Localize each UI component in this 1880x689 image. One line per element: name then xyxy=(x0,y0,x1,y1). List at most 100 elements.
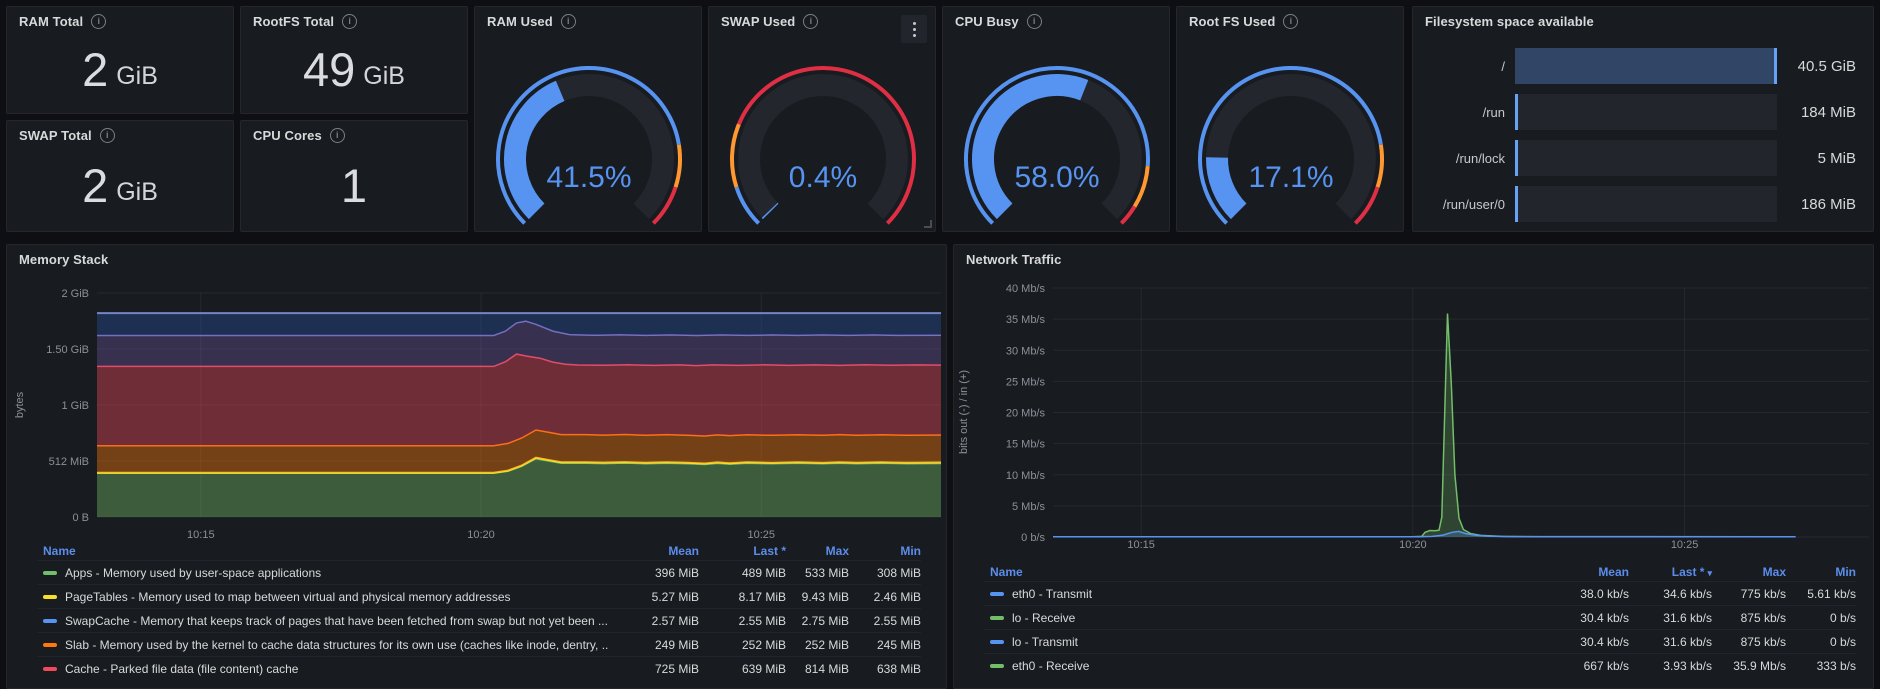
area-series-purple xyxy=(97,321,941,367)
panel-resize-handle[interactable] xyxy=(924,220,932,228)
legend-series-swatch[interactable] xyxy=(990,591,1004,596)
legend-series-name[interactable]: eth0 - Transmit xyxy=(984,587,1539,601)
network-traffic-chart[interactable]: 0 b/s 5 Mb/s 10 Mb/s 15 Mb/s 20 Mb/s 25 Mb/s 3… xyxy=(954,245,1875,560)
legend-row[interactable]: lo - Receive 30.4 kb/s 31.6 kb/s 875 kb/s 0 … xyxy=(984,605,1856,629)
legend-series-name[interactable]: lo - Transmit xyxy=(984,635,1539,649)
legend-col-header[interactable]: Mean xyxy=(1598,564,1629,579)
info-icon[interactable]: i xyxy=(1283,13,1299,29)
legend-row[interactable]: Slab - Memory used by the kernel to cach… xyxy=(37,632,921,656)
x-axis-tick: 10:15 xyxy=(187,529,215,541)
gauge-value: 17.1% xyxy=(1248,161,1333,194)
panel-title[interactable]: Network Traffic xyxy=(966,251,1062,267)
fs-row-label: /run xyxy=(1482,104,1505,120)
memory-stack-chart[interactable]: 0 B 512 MiB 1 GiB 1.50 GiB 2 GiB 10:15 10:20 10… xyxy=(7,245,948,545)
y-axis-label: bytes xyxy=(14,391,26,418)
y-axis-tick: 10 Mb/s xyxy=(1006,470,1046,482)
legend-row[interactable]: eth0 - Receive 667 kb/s 3.93 kb/s 35.9 Mb/s… xyxy=(984,653,1856,677)
legend-header: Name Mean Last * ▾ Max Min xyxy=(984,562,1856,581)
legend-col-header[interactable]: Last * ▾ xyxy=(1671,564,1712,579)
panel-title[interactable]: Root FS Used xyxy=(1189,13,1276,29)
legend-series-swatch[interactable] xyxy=(43,642,57,647)
panel-title[interactable]: RAM Used xyxy=(487,13,553,29)
panel-memory-stack: Memory Stack 0 B 512 MiB 1 GiB 1.50 GiB 2 Gi… xyxy=(6,244,947,689)
info-icon[interactable]: i xyxy=(91,13,107,29)
info-icon[interactable]: i xyxy=(560,13,576,29)
x-axis-tick: 10:20 xyxy=(467,529,495,541)
legend-col-header[interactable]: Mean xyxy=(668,543,699,558)
legend-value: 814 MiB xyxy=(804,661,849,676)
line-eth0 - Transmit xyxy=(1053,530,1796,538)
y-axis-tick: 1 GiB xyxy=(61,400,89,412)
legend-row[interactable]: Apps - Memory used by user-space applica… xyxy=(37,560,921,584)
panel-title[interactable]: SWAP Total xyxy=(19,127,92,143)
panel-title[interactable]: CPU Cores xyxy=(253,127,322,143)
fs-bar-track xyxy=(1515,140,1777,176)
legend-series-swatch[interactable] xyxy=(43,666,57,671)
legend-value: 396 MiB xyxy=(654,565,699,580)
legend-value: 667 kb/s xyxy=(1583,658,1629,673)
info-icon[interactable]: i xyxy=(99,127,115,143)
panel-title[interactable]: Memory Stack xyxy=(19,251,109,267)
legend-series-swatch[interactable] xyxy=(990,663,1004,668)
y-axis-tick: 20 Mb/s xyxy=(1006,408,1046,420)
area-series-navy xyxy=(97,313,941,336)
legend-row[interactable]: eth0 - Transmit 38.0 kb/s 34.6 kb/s 775 kb/… xyxy=(984,581,1856,605)
panel-title[interactable]: RAM Total xyxy=(19,13,84,29)
legend-series-swatch[interactable] xyxy=(43,594,57,599)
legend-series-name[interactable]: PageTables - Memory used to map between … xyxy=(37,590,609,604)
legend-col-header[interactable]: Min xyxy=(1835,564,1856,579)
legend-row[interactable]: Cache - Parked file data (file content) … xyxy=(37,656,921,680)
stat-number: 2 xyxy=(82,158,109,212)
legend-series-name[interactable]: Slab - Memory used by the kernel to cach… xyxy=(37,638,609,652)
gauge-svg: 58.0% xyxy=(964,66,1150,225)
info-icon[interactable]: i xyxy=(1026,13,1042,29)
legend-value: 31.6 kb/s xyxy=(1663,634,1712,649)
y-axis-tick: 0 B xyxy=(72,512,89,524)
legend-series-name[interactable]: lo - Receive xyxy=(984,611,1539,625)
info-icon[interactable]: i xyxy=(342,13,358,29)
legend-series-name[interactable]: SwapCache - Memory that keeps track of p… xyxy=(37,614,609,628)
legend-series-name[interactable]: Apps - Memory used by user-space applica… xyxy=(37,566,609,580)
legend-row[interactable]: PageTables - Memory used to map between … xyxy=(37,584,921,608)
legend-value: 5.61 kb/s xyxy=(1807,586,1856,601)
legend-series-swatch[interactable] xyxy=(990,639,1004,644)
legend-row[interactable]: SwapCache - Memory that keeps track of p… xyxy=(37,608,921,632)
area-Apps xyxy=(97,458,941,517)
panel-rootfs-total: RootFS Total i 49 GiB xyxy=(240,6,468,114)
fs-row-value: 40.5 GiB xyxy=(1797,57,1856,75)
fs-row-value: 184 MiB xyxy=(1800,103,1856,121)
legend-col-header[interactable]: Last * xyxy=(753,543,786,558)
panel-title[interactable]: CPU Busy xyxy=(955,13,1019,29)
legend-col-header[interactable]: Max xyxy=(1762,564,1786,579)
legend-header: Name Mean Last * Max Min xyxy=(37,541,921,560)
panel-title[interactable]: Filesystem space available xyxy=(1425,13,1594,29)
legend-series-name[interactable]: Cache - Parked file data (file content) … xyxy=(37,662,609,676)
legend-col-header-name[interactable]: Name xyxy=(990,564,1023,579)
fs-bar-track xyxy=(1515,186,1777,222)
panel-title[interactable]: RootFS Total xyxy=(253,13,335,29)
panel-title[interactable]: SWAP Used xyxy=(721,13,796,29)
panel-menu-kebab-icon[interactable] xyxy=(901,15,927,43)
gauge-svg: 41.5% xyxy=(496,66,683,225)
info-icon[interactable]: i xyxy=(329,127,345,143)
gauge-rootfs-used: 17.1% xyxy=(1177,33,1405,238)
legend-col-header[interactable]: Min xyxy=(900,543,921,558)
legend-col-header[interactable]: Max xyxy=(825,543,849,558)
legend-series-swatch[interactable] xyxy=(43,618,57,623)
legend-col-header-name[interactable]: Name xyxy=(43,543,76,558)
legend-value: 2.75 MiB xyxy=(801,613,849,628)
panel-header: Filesystem space available xyxy=(1413,7,1873,35)
legend-value: 30.4 kb/s xyxy=(1580,610,1629,625)
gauge-svg: 0.4% xyxy=(730,66,916,225)
legend-value: 252 MiB xyxy=(741,637,786,652)
fs-bar-fill xyxy=(1515,48,1777,84)
legend-series-name[interactable]: eth0 - Receive xyxy=(984,659,1539,673)
legend-value: 639 MiB xyxy=(741,661,786,676)
legend-row[interactable]: lo - Transmit 30.4 kb/s 31.6 kb/s 875 kb/s 0… xyxy=(984,629,1856,653)
legend-series-swatch[interactable] xyxy=(990,615,1004,620)
legend-series-swatch[interactable] xyxy=(43,570,57,575)
gauge-cpu-busy: 58.0% xyxy=(943,33,1171,238)
panel-rootfs-used: Root FS Used i 17.1% xyxy=(1176,6,1404,232)
info-icon[interactable]: i xyxy=(803,13,819,29)
stat-unit: GiB xyxy=(116,177,158,206)
